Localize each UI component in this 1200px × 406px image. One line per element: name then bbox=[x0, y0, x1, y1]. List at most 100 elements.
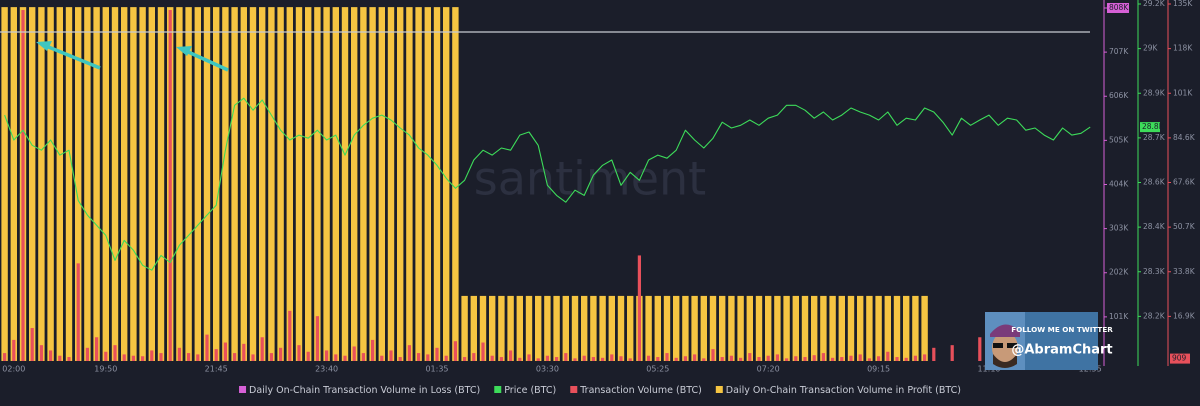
bar bbox=[895, 357, 899, 361]
price-line bbox=[4, 97, 1091, 271]
arrow-shaft bbox=[185, 49, 229, 72]
bar bbox=[599, 295, 606, 361]
bar bbox=[555, 357, 559, 361]
bar bbox=[341, 7, 349, 361]
bar bbox=[424, 7, 431, 361]
bar bbox=[194, 7, 201, 361]
bar bbox=[369, 7, 376, 361]
y-tick-label: 303K bbox=[1109, 224, 1129, 233]
bar bbox=[858, 354, 862, 361]
badge-handle: @AbramChart bbox=[1011, 343, 1112, 358]
bar bbox=[617, 295, 625, 361]
bar bbox=[893, 295, 901, 361]
bar bbox=[12, 339, 16, 361]
bar bbox=[711, 349, 715, 361]
bar bbox=[259, 7, 266, 361]
bar bbox=[479, 295, 487, 361]
bar bbox=[452, 7, 459, 361]
bar bbox=[150, 350, 154, 361]
bar bbox=[923, 354, 927, 361]
bar bbox=[792, 295, 799, 361]
bar bbox=[913, 355, 917, 361]
bar bbox=[371, 339, 375, 361]
bar bbox=[203, 7, 211, 361]
value-badge bbox=[1140, 122, 1160, 133]
bar bbox=[628, 358, 632, 361]
y-tick-label: 135K bbox=[1173, 0, 1193, 8]
bar bbox=[1, 7, 8, 361]
bar bbox=[352, 346, 356, 361]
bar bbox=[360, 7, 367, 361]
bar bbox=[875, 295, 882, 361]
bar bbox=[121, 7, 128, 361]
bar bbox=[47, 7, 54, 361]
bar bbox=[673, 295, 680, 361]
bar bbox=[56, 7, 63, 361]
y-tick-label: 404K bbox=[1109, 179, 1129, 188]
x-tick-label: 02:00 bbox=[2, 365, 25, 374]
bar bbox=[111, 7, 119, 361]
x-tick-label: 07:20 bbox=[757, 365, 780, 374]
bar bbox=[803, 357, 807, 361]
bar bbox=[535, 295, 542, 361]
bar bbox=[794, 356, 798, 361]
bar bbox=[380, 355, 384, 361]
bar bbox=[443, 7, 450, 361]
y-tick-label: 33.8K bbox=[1173, 267, 1196, 276]
legend-swatch bbox=[715, 386, 723, 393]
bar bbox=[325, 350, 329, 361]
bar bbox=[562, 295, 569, 361]
bar bbox=[102, 7, 109, 361]
legend-label: Daily On-Chain Transaction Volume in Pro… bbox=[726, 385, 961, 396]
y-tick-label: 16.9K bbox=[1173, 311, 1196, 320]
bar bbox=[295, 7, 303, 361]
y-tick-label: 28.2K bbox=[1143, 311, 1166, 320]
bar bbox=[168, 10, 172, 362]
bar bbox=[131, 355, 135, 361]
bar bbox=[185, 7, 192, 361]
arrow-head bbox=[36, 41, 52, 51]
bar bbox=[765, 295, 772, 361]
bar bbox=[332, 7, 339, 361]
twitter-badge: FOLLOW ME ON TWITTER @AbramChart bbox=[985, 312, 1113, 370]
bar bbox=[387, 7, 395, 361]
bar bbox=[498, 295, 505, 361]
bar bbox=[610, 354, 614, 361]
bar bbox=[268, 7, 275, 361]
bar bbox=[38, 7, 45, 361]
bar bbox=[205, 334, 209, 361]
bar bbox=[231, 7, 238, 361]
bar bbox=[739, 357, 743, 361]
x-tick-label: 21:45 bbox=[205, 365, 228, 374]
x-tick-label: 03:30 bbox=[536, 365, 559, 374]
bar bbox=[821, 353, 825, 361]
avatar-face bbox=[992, 332, 1018, 364]
bar bbox=[682, 295, 689, 361]
bar bbox=[582, 355, 586, 361]
bar bbox=[288, 310, 292, 361]
bar bbox=[785, 358, 789, 361]
bar bbox=[444, 355, 448, 361]
y-tick-label: 28.3K bbox=[1143, 267, 1166, 276]
bar bbox=[76, 263, 80, 361]
bar bbox=[571, 295, 579, 361]
bar bbox=[306, 351, 310, 361]
bar bbox=[417, 353, 421, 361]
bar bbox=[481, 342, 485, 361]
bar bbox=[93, 7, 100, 361]
bar bbox=[840, 357, 844, 361]
y-tick-label: 707K bbox=[1109, 47, 1129, 56]
bar bbox=[305, 7, 312, 361]
bar bbox=[277, 7, 284, 361]
bar bbox=[269, 353, 273, 361]
bar bbox=[857, 295, 864, 361]
bar bbox=[829, 295, 836, 361]
bar bbox=[85, 347, 89, 361]
bar bbox=[279, 347, 283, 361]
bar bbox=[507, 295, 514, 361]
bar bbox=[654, 295, 661, 361]
bar bbox=[683, 356, 687, 361]
bar bbox=[242, 343, 246, 361]
bar bbox=[637, 255, 641, 361]
